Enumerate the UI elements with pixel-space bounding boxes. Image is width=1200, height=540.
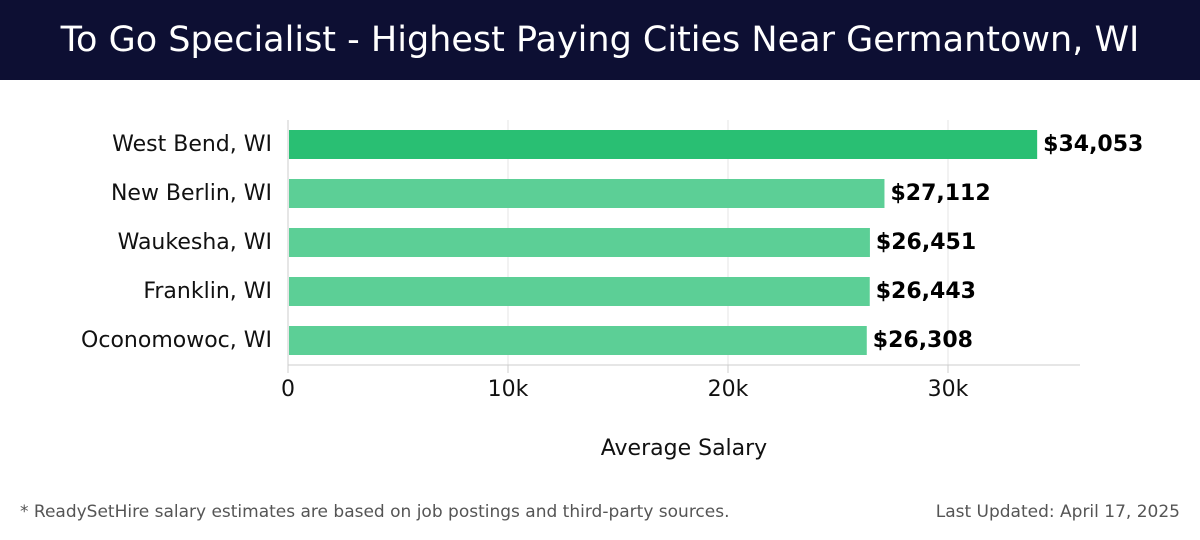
x-tick-label: 0 (281, 377, 295, 402)
category-label: West Bend, WI (112, 132, 272, 157)
value-label: $26,443 (876, 279, 976, 304)
category-label: New Berlin, WI (111, 181, 272, 206)
value-label: $26,308 (873, 328, 973, 353)
footer: * ReadySetHire salary estimates are base… (0, 498, 1200, 528)
category-label: Oconomowoc, WI (81, 328, 272, 353)
chart-title: To Go Specialist - Highest Paying Cities… (60, 20, 1140, 60)
value-label: $26,451 (876, 230, 976, 255)
value-label: $27,112 (890, 181, 990, 206)
category-label: Franklin, WI (143, 279, 272, 304)
x-tick-label: 20k (708, 377, 749, 402)
bar-chart: West Bend, WI $34,053 New Berlin, WI $27,11… (81, 120, 1143, 461)
bar (289, 228, 870, 257)
bar (289, 179, 885, 208)
x-axis-title: Average Salary (601, 436, 767, 461)
bar (289, 326, 867, 355)
bar (289, 130, 1038, 159)
x-tick-label: 30k (928, 377, 969, 402)
bar (289, 277, 870, 306)
footnote: * ReadySetHire salary estimates are base… (20, 502, 730, 522)
x-tick-label: 10k (488, 377, 529, 402)
last-updated: Last Updated: April 17, 2025 (935, 502, 1180, 522)
category-label: Waukesha, WI (118, 230, 272, 255)
title-bar: To Go Specialist - Highest Paying Cities… (0, 0, 1200, 80)
value-label: $34,053 (1043, 132, 1143, 157)
